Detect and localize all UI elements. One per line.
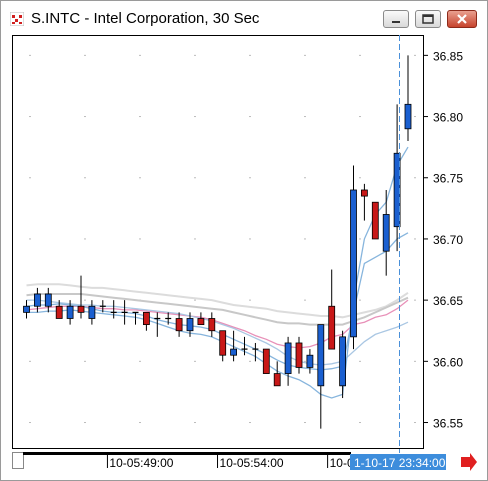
candle	[295, 336, 303, 374]
restore-button[interactable]	[415, 10, 441, 28]
candle	[262, 348, 270, 374]
y-tick-label: 36.55	[433, 417, 463, 431]
y-tick-label: 36.75	[433, 172, 463, 186]
close-icon	[457, 14, 467, 24]
candle-body-up	[186, 318, 194, 332]
candle	[142, 311, 150, 331]
candle	[165, 312, 172, 325]
candle	[66, 300, 74, 325]
candle	[186, 312, 194, 337]
candle	[360, 183, 368, 221]
y-tick-label: 36.65	[433, 294, 463, 308]
title-bar[interactable]: S.INTC - Intel Corporation, 30 Sec	[1, 1, 487, 35]
close-button[interactable]	[447, 10, 477, 28]
candle-body-down	[262, 348, 270, 374]
candle-body-down	[55, 305, 63, 319]
x-axis-bar	[23, 452, 351, 455]
candle-body-up	[23, 305, 30, 313]
candle-body-down	[371, 201, 379, 240]
candle	[99, 300, 106, 313]
plot-border	[12, 35, 424, 449]
candle-body-down	[295, 342, 303, 368]
candle-body-up	[306, 354, 314, 368]
y-tick-label: 36.60	[433, 355, 463, 369]
candle	[230, 330, 238, 362]
candle	[371, 201, 379, 240]
candle	[284, 336, 292, 386]
candle-body-down	[77, 305, 85, 313]
restore-icon	[422, 14, 434, 24]
candlestick-chart[interactable]: 36.85 36.80 36.75 36.70 36.65 36.60 36.55 10-0…	[9, 35, 481, 472]
candle	[55, 300, 63, 319]
candle-body-up	[393, 152, 401, 228]
candle-body-up	[284, 342, 292, 374]
candle	[44, 287, 52, 313]
candle	[88, 300, 96, 325]
scroll-right-arrow-icon[interactable]	[461, 453, 477, 471]
candle-body-down	[197, 318, 205, 326]
chart-area[interactable]: 36.85 36.80 36.75 36.70 36.65 36.60 36.55 10-0…	[9, 35, 481, 472]
ma-line-0	[26, 283, 409, 319]
candle	[339, 330, 347, 399]
cursor-time-box	[350, 454, 446, 470]
candle-body-down	[360, 189, 368, 197]
candle-body-up	[404, 103, 412, 130]
candle	[382, 189, 390, 276]
candle-body-down	[142, 311, 150, 326]
candle	[350, 165, 357, 350]
candle-body-up	[66, 305, 74, 319]
candle-body-down	[273, 373, 281, 387]
ma-line-1	[26, 293, 409, 326]
candle	[208, 312, 216, 337]
y-tick-label: 36.80	[433, 111, 463, 125]
candle	[252, 342, 259, 362]
candle-body-down	[175, 318, 183, 332]
candle-body-up	[382, 214, 390, 252]
candle-body-up	[339, 336, 347, 387]
candle	[77, 275, 85, 319]
candle	[306, 349, 314, 374]
minimize-button[interactable]	[383, 10, 409, 28]
candle	[241, 336, 248, 356]
candle	[23, 300, 30, 319]
x-tick-label: 10-05:49:00	[109, 456, 173, 470]
candle	[328, 269, 336, 350]
candle-body-up	[33, 293, 41, 307]
window-title: S.INTC - Intel Corporation, 30 Sec	[31, 10, 260, 27]
cursor-time-label: 1-10-17 23:34:00	[354, 456, 446, 470]
y-axis: 36.85 36.80 36.75 36.70 36.65 36.60 36.55	[423, 49, 463, 431]
candle-body-up	[44, 293, 52, 307]
minimize-icon	[392, 21, 400, 23]
x-scroll-box[interactable]	[12, 452, 24, 469]
candle	[110, 300, 117, 319]
candle	[219, 330, 227, 362]
candle	[197, 312, 205, 326]
candle-body-up	[230, 348, 238, 356]
candle-body-up	[88, 305, 96, 319]
x-tick-label: 10-05:54:00	[220, 456, 284, 470]
candle-body-down	[328, 305, 336, 350]
candle	[154, 312, 161, 337]
candles	[23, 55, 412, 429]
candle-body-up	[317, 324, 325, 387]
candle	[121, 300, 128, 325]
candle	[33, 287, 41, 313]
y-tick-label: 36.70	[433, 233, 463, 247]
candle	[132, 311, 139, 325]
candle-body-down	[208, 318, 216, 332]
candle-body-up	[350, 189, 357, 338]
candle	[317, 324, 325, 429]
candle	[273, 361, 281, 387]
candle	[175, 312, 183, 337]
candle-body-down	[219, 330, 227, 356]
candle	[393, 104, 401, 252]
y-tick-label: 36.85	[433, 49, 463, 63]
candle	[404, 55, 412, 142]
app-chart-icon	[10, 12, 24, 26]
